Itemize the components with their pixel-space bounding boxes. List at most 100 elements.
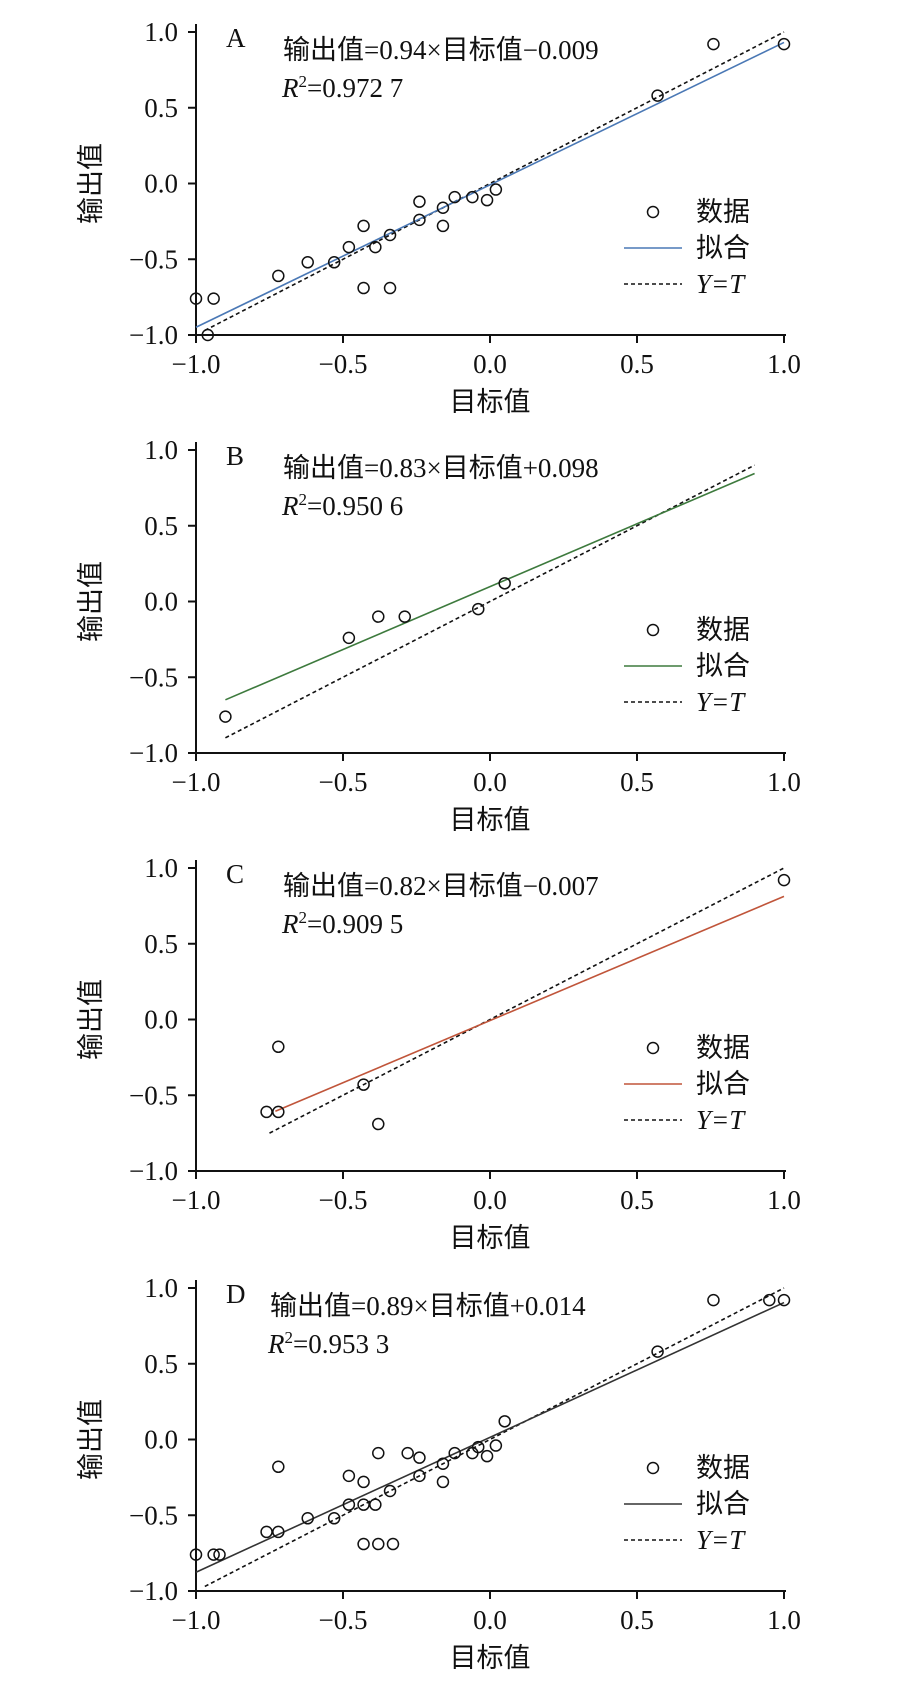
legend-label-identity: Y=T <box>696 687 746 717</box>
data-point <box>763 1293 776 1307</box>
y-tick-label: 1.0 <box>144 17 178 47</box>
data-point <box>372 1117 385 1131</box>
r-squared-symbol: R <box>267 1329 285 1359</box>
x-tick-label: 0.0 <box>473 1605 507 1635</box>
data-point <box>272 1040 285 1054</box>
r-squared-label: R2=0.950 6 <box>281 490 403 521</box>
data-point <box>369 240 382 254</box>
data-point <box>466 1446 479 1460</box>
fit-line <box>275 895 785 1112</box>
x-axis-title: 目标值 <box>450 805 531 835</box>
r-squared-value: =0.972 7 <box>307 73 403 103</box>
fit-line <box>225 472 755 701</box>
chart-panel-a: −1.0 −0.5 0.0 0.5 1.0 −1.0 −0.5 0.0 0.5 1.0 目标值 输出值… <box>76 17 801 417</box>
r-squared-superscript: 2 <box>285 1328 294 1347</box>
identity-line-y-equals-t <box>225 464 755 739</box>
y-tick-label: 0.0 <box>144 169 178 199</box>
data-point <box>260 1105 273 1119</box>
data-point <box>219 710 232 723</box>
fit-equation: 输出值=0.83×目标值+0.098 <box>283 453 599 483</box>
data-point <box>189 292 203 305</box>
x-tick-label: −1.0 <box>172 1185 221 1215</box>
x-tick-label: −1.0 <box>172 349 221 379</box>
y-tick-label: −1.0 <box>129 320 178 350</box>
x-tick-label: 0.5 <box>620 767 654 797</box>
legend-marker-data <box>646 205 660 219</box>
x-tick-label: 1.0 <box>767 767 801 797</box>
legend-label-identity: Y=T <box>696 1525 746 1555</box>
data-point <box>357 281 370 295</box>
data-point <box>480 1449 494 1463</box>
data-point <box>213 1548 226 1561</box>
fit-line <box>195 41 785 328</box>
data-point <box>272 1525 285 1539</box>
y-axis-title: 输出值 <box>76 143 106 224</box>
data-point <box>489 1439 503 1452</box>
y-tick-label: 0.0 <box>144 587 178 617</box>
y-tick-label: 1.0 <box>144 1273 178 1303</box>
data-point <box>413 213 426 227</box>
data-point <box>471 602 485 616</box>
legend-label-fit: 拟合 <box>696 651 750 681</box>
y-tick-label: −0.5 <box>129 662 178 692</box>
panel-letter: B <box>226 441 244 471</box>
y-tick-label: −1.0 <box>129 738 178 768</box>
y-tick-label: 1.0 <box>144 435 178 465</box>
data-point <box>357 1078 370 1091</box>
y-tick-label: 0.0 <box>144 1425 178 1455</box>
legend-label-identity: Y=T <box>696 269 746 299</box>
data-point <box>372 1537 385 1551</box>
data-point <box>436 201 450 214</box>
data-point <box>260 1525 273 1539</box>
data-point <box>342 240 356 254</box>
data-point <box>398 610 411 623</box>
legend-marker-data <box>646 623 660 637</box>
data-point <box>207 1548 220 1561</box>
chart-panel-d: −1.0 −0.5 0.0 0.5 1.0 −1.0 −0.5 0.0 0.5 1.0 目标值 输出值… <box>76 1273 801 1673</box>
x-axis-title: 目标值 <box>450 1223 531 1253</box>
data-point <box>369 1498 382 1511</box>
data-point <box>342 1498 356 1511</box>
y-tick-label: 0.5 <box>144 93 178 123</box>
x-tick-label: 1.0 <box>767 349 801 379</box>
y-tick-label: 0.0 <box>144 1005 178 1035</box>
x-tick-label: −0.5 <box>319 1185 368 1215</box>
data-point <box>272 1105 285 1119</box>
y-tick-label: −0.5 <box>129 1080 178 1110</box>
r-squared-symbol: R <box>281 491 299 521</box>
data-point <box>480 193 494 207</box>
legend-label-fit: 拟合 <box>696 233 750 263</box>
y-axis-title: 输出值 <box>76 979 106 1060</box>
data-point <box>342 631 356 645</box>
identity-line-y-equals-t <box>204 31 785 332</box>
x-tick-label: 0.0 <box>473 767 507 797</box>
data-point <box>651 1345 664 1358</box>
y-axis-title: 输出值 <box>76 561 106 642</box>
data-point <box>448 190 461 204</box>
data-point <box>413 195 426 208</box>
legend-label-fit: 拟合 <box>696 1069 750 1099</box>
data-point <box>272 1460 285 1474</box>
r-squared-value: =0.953 3 <box>293 1329 389 1359</box>
legend-label-data: 数据 <box>696 197 750 227</box>
y-tick-label: 0.5 <box>144 511 178 541</box>
fit-line <box>195 1301 785 1573</box>
data-point <box>777 1293 791 1307</box>
data-point <box>372 610 385 623</box>
r-squared-value: =0.909 5 <box>307 909 403 939</box>
data-point <box>201 328 215 342</box>
data-point <box>436 219 450 233</box>
x-axis-title: 目标值 <box>450 387 531 417</box>
x-tick-label: 0.5 <box>620 1185 654 1215</box>
data-point <box>498 1415 511 1428</box>
data-point <box>413 1469 426 1483</box>
data-point <box>707 1293 720 1307</box>
data-point <box>383 228 397 242</box>
x-tick-label: −0.5 <box>319 1605 368 1635</box>
data-point <box>383 1484 397 1498</box>
r-squared-symbol: R <box>281 73 299 103</box>
y-tick-label: −0.5 <box>129 244 178 274</box>
fit-equation: 输出值=0.94×目标值−0.009 <box>283 35 599 65</box>
x-tick-label: −0.5 <box>319 767 368 797</box>
